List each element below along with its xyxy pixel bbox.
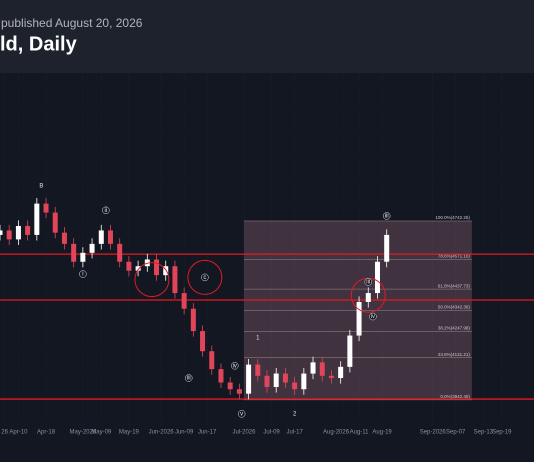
candle-body — [301, 373, 307, 390]
candle-body — [246, 364, 252, 394]
candle-body — [218, 369, 224, 383]
candle-body — [227, 382, 233, 390]
candle-body — [181, 293, 187, 309]
wave-label: B — [39, 183, 43, 189]
header-bar — [0, 0, 534, 73]
candle-body — [292, 382, 298, 390]
wave-label: i — [82, 272, 83, 278]
highlight-circle — [134, 262, 170, 298]
candle-body — [374, 261, 380, 294]
candle-body — [209, 351, 215, 370]
wave-label: ii — [105, 208, 108, 214]
candle-body — [0, 230, 3, 235]
subtitle: published August 20, 2026 — [1, 16, 143, 30]
x-tick-label: Aug-11 — [350, 430, 370, 436]
fib-label: 23.6%(4131.21) — [438, 352, 471, 357]
candle-body — [356, 302, 362, 336]
x-tick-label: Jul-17 — [286, 430, 303, 436]
x-tick-label: Jul-2026 — [232, 430, 256, 436]
wave-circle — [201, 273, 209, 282]
candle-body — [89, 243, 95, 253]
x-tick-label: May-2026 — [70, 430, 97, 436]
wave-circle — [369, 312, 377, 321]
wave-circle — [231, 361, 239, 370]
candle-body — [107, 230, 113, 244]
wave-label: c — [203, 275, 206, 281]
x-tick-label: Aug-19 — [372, 430, 392, 436]
x-tick-label: Sep-13 — [474, 430, 494, 436]
x-tick-label: May-09 — [91, 430, 112, 436]
x-tick-label: 26 — [1, 430, 8, 436]
wave-circle — [382, 212, 391, 220]
wave-circle — [237, 410, 246, 418]
wave-label: v — [240, 411, 243, 417]
candle-body — [200, 331, 206, 352]
wave-label: iv — [233, 363, 237, 369]
candle-body — [43, 203, 49, 213]
fib-label: 78.6%(4571.10) — [438, 253, 471, 258]
candle-body — [98, 230, 104, 244]
x-tick-label: Jul-09 — [263, 430, 280, 436]
candle-body — [15, 225, 21, 240]
wave-label: 2 — [293, 411, 297, 417]
candle-body — [80, 252, 86, 262]
wave-circle — [364, 278, 373, 286]
candle-body — [154, 259, 160, 276]
candle-body — [117, 243, 123, 262]
wave-circle — [79, 270, 87, 278]
candle-body — [172, 266, 178, 294]
candle-body — [365, 293, 371, 303]
candle-body — [126, 261, 132, 271]
candle-body — [255, 364, 261, 376]
wave-label: iii — [187, 376, 191, 382]
candle-body — [34, 203, 40, 235]
candle-body — [328, 375, 334, 379]
title: ld, Daily — [0, 33, 78, 55]
fib-label: 0.0%(3942.45) — [440, 394, 470, 399]
fib-label: 50.0%(4342.36) — [438, 305, 471, 310]
fib-label: 38.2%(4247.98) — [438, 326, 471, 331]
candle-body — [236, 389, 242, 394]
candle-body — [310, 362, 316, 374]
x-tick-label: Apr-10 — [9, 430, 28, 436]
candle-body — [71, 243, 77, 262]
wave-label: 1 — [256, 335, 260, 341]
fib-label: 61.8%(4437.73) — [438, 283, 471, 288]
candle-body — [384, 234, 390, 262]
x-tick-label: Jun-2026 — [149, 430, 175, 436]
candle-body — [163, 266, 169, 276]
x-tick-label: Apr-18 — [37, 430, 56, 436]
x-tick-label: Sep-19 — [492, 430, 512, 436]
candle-body — [273, 373, 279, 387]
candle-body — [25, 225, 31, 235]
fib-label: 100.0%(4742.26) — [435, 215, 470, 220]
x-tick-label: Sep-07 — [446, 430, 466, 436]
candle-body — [61, 232, 67, 244]
wave-label: iv — [371, 314, 375, 320]
x-tick-label: Jun-17 — [198, 430, 217, 436]
candle-body — [319, 362, 325, 376]
wave-label: iii — [366, 279, 370, 285]
candle-body — [52, 212, 58, 233]
x-tick-label: May-19 — [119, 430, 140, 436]
wave-label: iii — [385, 213, 389, 219]
candle-body — [282, 373, 288, 383]
candle-body — [264, 375, 270, 387]
x-tick-label: Sep-2026 — [420, 430, 447, 436]
wave-circle — [184, 374, 193, 382]
candle-body — [347, 335, 353, 367]
x-tick-label: Jun-09 — [175, 430, 194, 436]
x-tick-label: Aug-2026 — [323, 430, 350, 436]
candle-body — [135, 266, 141, 271]
highlight-circle — [187, 259, 223, 295]
wave-circle — [102, 206, 110, 215]
candle-body — [190, 308, 196, 332]
candle-body — [6, 230, 12, 240]
candle-body — [338, 366, 344, 379]
